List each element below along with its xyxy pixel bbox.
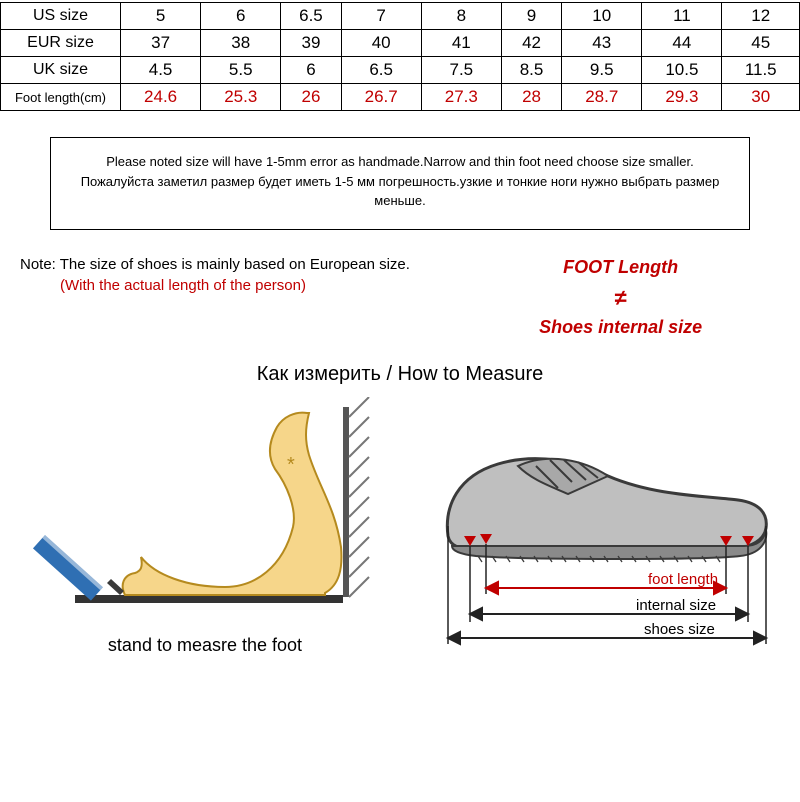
size-cell: 9: [501, 3, 561, 30]
note-row: Note: The size of shoes is mainly based …: [20, 254, 790, 341]
shoes-size-text: shoes size: [644, 621, 715, 638]
size-cell: 38: [201, 30, 281, 57]
size-row: US size566.5789101112: [1, 3, 800, 30]
shoe-icon: [447, 458, 766, 549]
size-row-label: EUR size: [1, 30, 121, 57]
size-table-body: US size566.5789101112EUR size37383940414…: [1, 3, 800, 111]
foot-length-box: FOOT Length ≠ Shoes internal size: [451, 254, 790, 341]
shoes-internal-label: Shoes internal size: [451, 314, 790, 341]
size-cell: 6.5: [341, 57, 421, 84]
size-table: US size566.5789101112EUR size37383940414…: [0, 2, 800, 111]
size-cell: 45: [722, 30, 800, 57]
size-row-label: Foot length(cm): [1, 84, 121, 111]
size-cell: 11.5: [722, 57, 800, 84]
size-cell: 25.3: [201, 84, 281, 111]
size-cell: 8.5: [501, 57, 561, 84]
size-cell: 27.3: [421, 84, 501, 111]
size-cell: 5: [121, 3, 201, 30]
diagram-foot-caption: stand to measre the foot: [18, 635, 392, 656]
size-row-label: UK size: [1, 57, 121, 84]
pencil-icon: [33, 535, 124, 601]
size-cell: 39: [281, 30, 341, 57]
size-row-label: US size: [1, 3, 121, 30]
size-cell: 10: [562, 3, 642, 30]
wall-icon: [343, 397, 369, 597]
shoes-size-arrow-icon: [448, 632, 766, 644]
diagrams-row: * stand to measre the foot: [0, 396, 800, 656]
size-cell: 37: [121, 30, 201, 57]
size-cell: 26.7: [341, 84, 421, 111]
foot-length-text: foot length: [648, 571, 718, 588]
floor-icon: [75, 595, 343, 603]
notice-box: Please noted size will have 1-5mm error …: [50, 137, 750, 230]
measure-title: Как измерить / How to Measure: [0, 363, 800, 386]
size-row: EUR size373839404142434445: [1, 30, 800, 57]
internal-size-text: internal size: [636, 597, 716, 614]
neq-icon: ≠: [451, 281, 790, 314]
size-cell: 28: [501, 84, 561, 111]
size-cell: 30: [722, 84, 800, 111]
size-cell: 12: [722, 3, 800, 30]
notice-line3: меньше.: [61, 191, 739, 211]
size-cell: 10.5: [642, 57, 722, 84]
diagram-foot: * stand to measre the foot: [18, 397, 392, 656]
size-cell: 29.3: [642, 84, 722, 111]
notice-line2: Пожалуйста заметил размер будет иметь 1-…: [61, 172, 739, 192]
foot-measure-icon: *: [25, 397, 385, 627]
size-cell: 24.6: [121, 84, 201, 111]
size-cell: 6: [201, 3, 281, 30]
size-cell: 26: [281, 84, 341, 111]
ankle-mark-icon: *: [287, 454, 295, 476]
size-cell: 7.5: [421, 57, 501, 84]
size-cell: 43: [562, 30, 642, 57]
size-cell: 5.5: [201, 57, 281, 84]
size-cell: 6: [281, 57, 341, 84]
size-cell: 42: [501, 30, 561, 57]
diagram-shoe: foot length internal size shoes size: [408, 396, 782, 656]
size-cell: 6.5: [281, 3, 341, 30]
size-cell: 40: [341, 30, 421, 57]
note-left: Note: The size of shoes is mainly based …: [20, 254, 451, 296]
size-cell: 11: [642, 3, 722, 30]
size-cell: 8: [421, 3, 501, 30]
size-cell: 41: [421, 30, 501, 57]
size-row: UK size4.55.566.57.58.59.510.511.5: [1, 57, 800, 84]
size-row: Foot length(cm)24.625.32626.727.32828.72…: [1, 84, 800, 111]
size-cell: 28.7: [562, 84, 642, 111]
note-line1: Note: The size of shoes is mainly based …: [20, 254, 451, 275]
shoe-measure-icon: foot length internal size shoes size: [408, 396, 788, 656]
foot-icon: [123, 412, 342, 594]
size-cell: 44: [642, 30, 722, 57]
notice-line1: Please noted size will have 1-5mm error …: [61, 152, 739, 172]
size-cell: 7: [341, 3, 421, 30]
foot-length-label: FOOT Length: [451, 254, 790, 281]
size-cell: 4.5: [121, 57, 201, 84]
note-line2: (With the actual length of the person): [60, 275, 451, 296]
size-cell: 9.5: [562, 57, 642, 84]
